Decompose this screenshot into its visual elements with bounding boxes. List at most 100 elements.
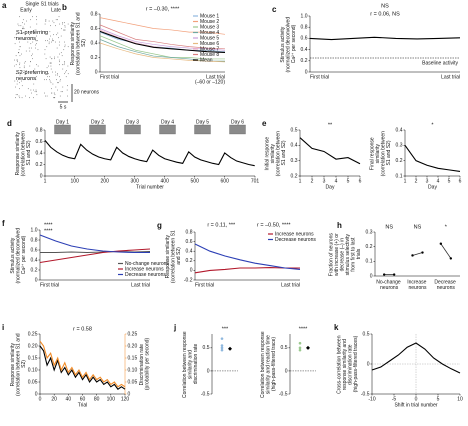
raster-spike [48,73,49,75]
y-axis-label: Response similarity (correlation between… [15,130,32,177]
annotation: ** [328,122,333,128]
raster-spike [58,16,60,18]
y-tick-label: 0.2 [31,267,38,273]
raster-spike [17,59,18,61]
raster-spike [55,74,57,76]
panel-letter: h [337,221,342,230]
y-tick-label: 0.3 [396,143,403,149]
series-line [99,24,226,50]
raster-spike [45,40,46,42]
raster-spike [35,40,37,42]
raster-spike [50,68,52,70]
series-line [99,42,226,63]
raster-spike [63,49,65,51]
raster-spike [23,65,25,67]
raster-spike [24,61,26,63]
raster-spike [59,53,60,55]
raster-spike [36,91,37,93]
raster-spike [15,94,17,96]
raster-spike [61,55,63,57]
raster-spike [24,34,26,36]
raster-spike [22,19,24,21]
y-tick-label: -0.2 [184,277,193,283]
raster-spike [59,61,60,63]
raster-spike [67,23,69,25]
raster-spike [67,85,68,87]
annotation: NS [414,224,422,230]
raster-spike [18,95,20,97]
raster-spike [29,26,31,28]
x-note: (–60 or –120) [195,79,225,85]
y-tick-label: 0.3 [291,158,298,164]
x-tick-label: -10 [368,396,375,402]
x-tick-label: 300 [131,178,140,184]
legend-label: Mouse 3 [200,24,219,30]
series-line [404,145,461,172]
raster-spike [44,92,45,94]
series-line [39,345,126,390]
raster-spike [50,25,51,27]
raster-spike [15,86,16,88]
raster-spike [30,38,32,40]
annotation: **** [44,228,53,234]
raster-spike [50,62,52,64]
raster-spike [17,52,19,54]
raster-spike [50,65,52,67]
raster-spike [55,86,57,88]
raster-spike [22,38,24,40]
raster-spike [54,97,56,99]
x-tick-label: 120 [121,396,130,402]
raster-spike [21,97,23,99]
y2-tick-label: 0 [128,391,131,397]
raster-spike [23,70,25,72]
raster-spike [36,16,37,18]
raster-spike [28,37,30,39]
panel-letter: j [173,323,176,332]
raster-spike [30,19,32,21]
raster-spike [63,64,65,66]
raster-spike [29,34,30,36]
series-line [299,137,361,165]
y-tick-label: 0 [367,361,370,367]
raster-spike [14,80,16,82]
raster-spike [19,41,20,43]
raster-spike [27,41,29,43]
raster-spike [45,58,47,60]
x-category-label: Last trial [441,74,460,80]
raster-spike [58,82,59,84]
raster-spike [29,65,31,67]
y-tick-label: 0.6 [36,139,43,145]
raster-spike [30,77,32,79]
day-image [194,124,211,135]
raster-spike [65,71,66,73]
panel-letter: e [262,119,267,128]
raster-spike [58,59,60,61]
raster-spike [25,38,27,40]
legend-label: Decrease neurons [125,272,166,278]
raster-spike [35,73,36,75]
raster-spike [34,68,36,70]
y-tick-label: 0.6 [91,26,98,32]
legend-label: Mouse 7 [200,46,219,52]
raster-spike [15,55,17,57]
raster-spike [49,79,50,81]
raster-spike [64,41,65,43]
raster-spike [51,58,53,60]
raster-spike [60,91,62,93]
panel-letter: b [62,3,67,12]
raster-spike [48,20,50,22]
x-tick-label: 6 [359,178,362,184]
y-tick-label: 0.2 [366,244,373,250]
raster-spike [48,65,49,67]
raster-spike [23,62,25,64]
annotation: r = 0.06, NS [370,11,400,17]
raster-spike [31,37,33,39]
raster-spike [19,55,21,57]
y-tick-label: 0.10 [28,367,38,373]
y-axis-label: Cross-correlation between response simil… [337,334,360,394]
y-tick-label: 0.4 [91,40,98,46]
x-tick-label: 0 [39,396,42,402]
raster-spike [64,25,66,27]
raster-spike [18,49,20,51]
